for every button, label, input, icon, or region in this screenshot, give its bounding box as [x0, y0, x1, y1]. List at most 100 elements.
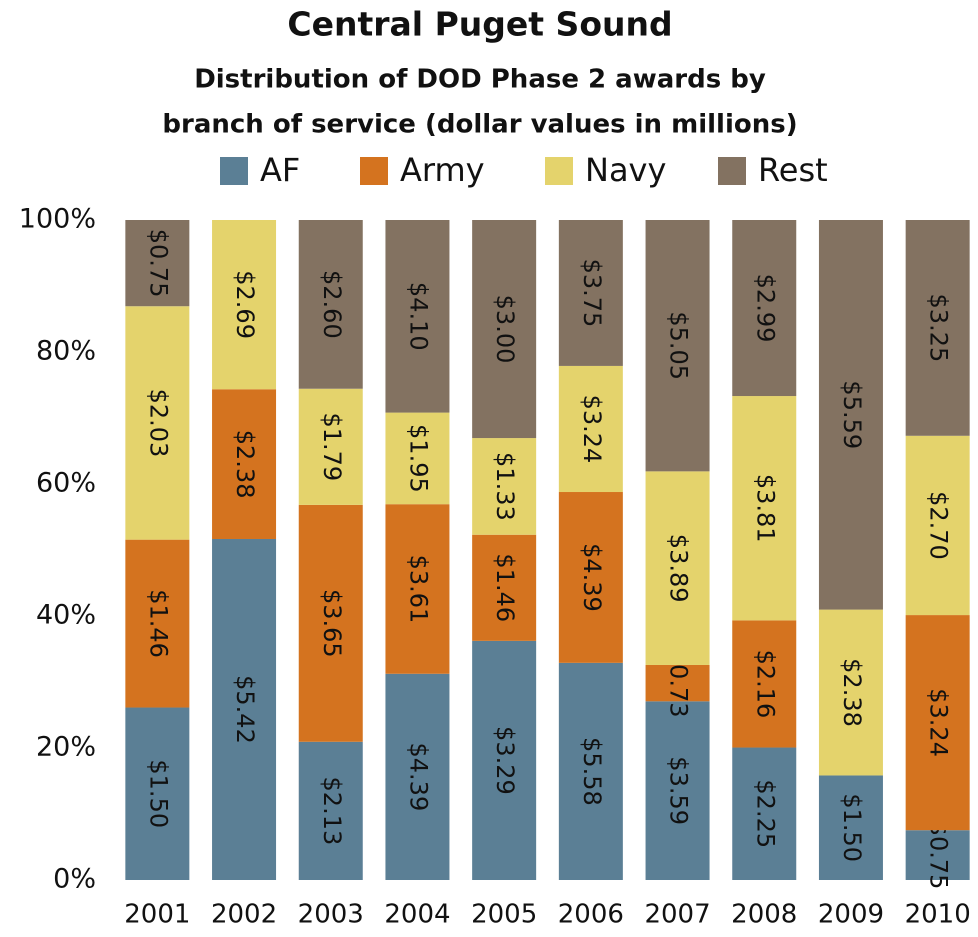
bar-segment: [472, 438, 537, 535]
bar-segment: [732, 396, 797, 621]
bar-segment: [558, 220, 623, 366]
data-label: $2.60: [318, 270, 346, 339]
bar-segment: [298, 504, 363, 742]
bar-segment: [905, 435, 970, 616]
x-tick-label: 2008: [731, 900, 797, 930]
bar-segment: [732, 220, 797, 397]
bar-segment: [385, 412, 450, 505]
data-label: $1.79: [318, 412, 346, 481]
bar-segment: [125, 539, 190, 708]
bar-segment: [472, 534, 537, 641]
x-tick-label: 2006: [558, 900, 624, 930]
bar-segment: [645, 471, 710, 665]
data-label: $5.58: [578, 737, 606, 806]
bar-segment: [125, 306, 190, 540]
data-label: $1.46: [491, 553, 519, 622]
bar-segment: [732, 747, 797, 880]
bar-segment: [645, 701, 710, 880]
data-label: $2.38: [231, 430, 259, 499]
bar-segment: [558, 662, 623, 880]
data-label: $1.50: [144, 759, 172, 828]
bar-segment: [298, 741, 363, 880]
bar-segment: [472, 640, 537, 880]
x-tick-label: 2004: [384, 900, 450, 930]
data-label: $3.24: [925, 688, 953, 757]
bar-segment: [385, 504, 450, 674]
data-label: $5.59: [838, 380, 866, 449]
bar-segment: [818, 220, 883, 610]
bar-segment: [212, 538, 277, 880]
bar-segment: [298, 220, 363, 389]
data-label: $0.75: [144, 229, 172, 298]
bar-segment: [385, 673, 450, 880]
data-label: $3.29: [491, 726, 519, 795]
x-tick-label: 2007: [644, 900, 710, 930]
data-label: $3.24: [578, 395, 606, 464]
legend-swatch: [360, 157, 388, 185]
y-tick-label: 100%: [19, 204, 96, 235]
data-label: $3.25: [925, 294, 953, 363]
data-label: $5.42: [231, 675, 259, 744]
legend-swatch: [718, 157, 746, 185]
bar-segment: [905, 220, 970, 436]
x-tick-label: 2009: [818, 900, 884, 930]
bar-segment: [818, 775, 883, 880]
bar-segment: [645, 664, 710, 702]
bar-segment: [125, 220, 190, 307]
bar-segment: [385, 220, 450, 413]
data-label: $2.70: [925, 491, 953, 560]
bar-segment: [818, 609, 883, 776]
legend-swatch: [220, 157, 248, 185]
y-tick-label: 40%: [36, 600, 96, 631]
legend-label: Navy: [585, 151, 666, 189]
data-label: $2.03: [144, 389, 172, 458]
bar-segment: [212, 220, 277, 390]
data-label: $3.81: [751, 474, 779, 543]
bar-segment: [905, 615, 970, 831]
bar-segment: [212, 389, 277, 539]
bar-segment: [905, 830, 970, 880]
chart-subtitle: Distribution of DOD Phase 2 awards by: [194, 65, 766, 95]
legend-label: Rest: [758, 151, 828, 189]
legend-swatch: [545, 157, 573, 185]
x-tick-label: 2003: [298, 900, 364, 930]
x-tick-label: 2005: [471, 900, 537, 930]
data-label: $3.65: [318, 589, 346, 658]
x-tick-label: 2001: [124, 900, 190, 930]
data-label: $3.59: [665, 756, 693, 825]
data-label: $2.16: [751, 650, 779, 719]
data-label: $0.75: [925, 821, 953, 890]
data-label: $1.95: [404, 424, 432, 493]
data-label: $4.39: [404, 743, 432, 812]
x-tick-label: 2010: [905, 900, 971, 930]
y-tick-label: 60%: [36, 468, 96, 499]
bar-segment: [645, 220, 710, 472]
bar-segment: [732, 620, 797, 748]
chart-title: Central Puget Sound: [287, 5, 672, 44]
data-label: $2.99: [751, 274, 779, 343]
legend-label: Army: [400, 151, 485, 189]
y-tick-label: 0%: [53, 864, 96, 895]
data-label: $2.13: [318, 777, 346, 846]
data-label: $1.46: [144, 589, 172, 658]
data-label: $3.75: [578, 259, 606, 328]
bar-segment: [558, 365, 623, 493]
bar-segment: [125, 707, 190, 880]
chart-subtitle: branch of service (dollar values in mill…: [162, 110, 797, 140]
data-label: $4.39: [578, 543, 606, 612]
data-label: $2.38: [838, 658, 866, 727]
legend-label: AF: [260, 151, 300, 189]
data-label: $5.05: [665, 311, 693, 380]
data-label: $3.61: [404, 555, 432, 624]
data-label: $1.50: [838, 793, 866, 862]
bar-segment: [558, 492, 623, 663]
bar-segment: [298, 388, 363, 505]
data-label: $3.89: [665, 534, 693, 603]
data-label: $3.00: [491, 295, 519, 364]
y-tick-label: 80%: [36, 336, 96, 367]
x-tick-label: 2002: [211, 900, 277, 930]
data-label: $1.33: [491, 452, 519, 521]
bar-segment: [472, 220, 537, 439]
data-label: $4.10: [404, 282, 432, 351]
